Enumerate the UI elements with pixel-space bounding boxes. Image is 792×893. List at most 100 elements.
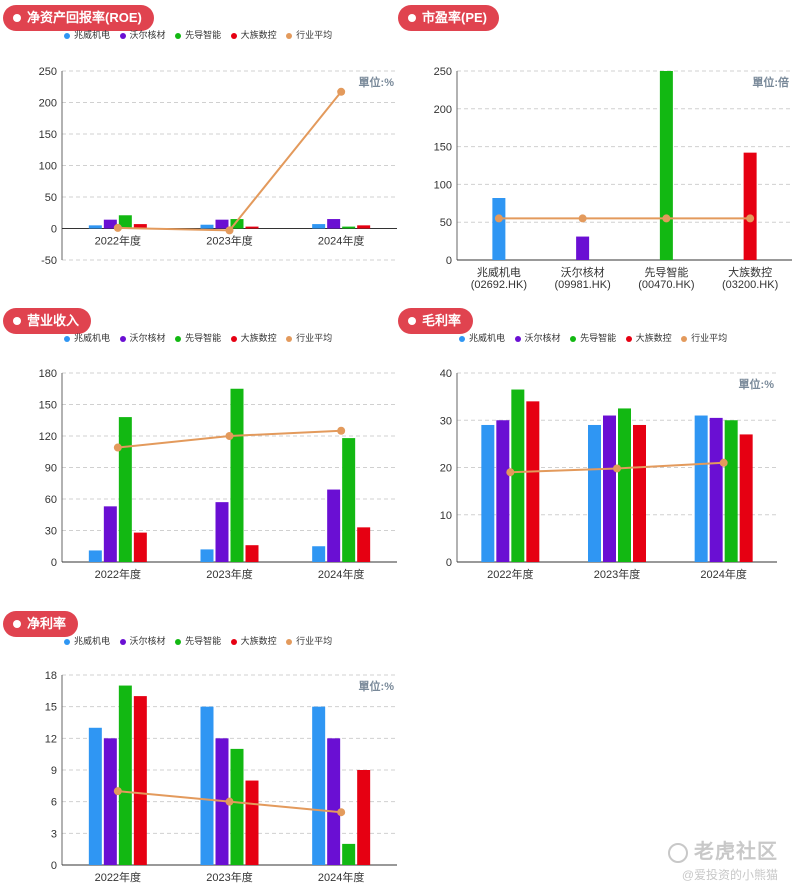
average-point[interactable] — [494, 214, 503, 223]
bar[interactable] — [357, 527, 371, 562]
average-point[interactable] — [225, 432, 234, 440]
bar[interactable] — [133, 224, 147, 229]
bar[interactable] — [215, 219, 229, 229]
bar[interactable] — [133, 696, 147, 865]
bar[interactable] — [215, 502, 229, 562]
legend-item[interactable]: 先导智能 — [570, 331, 616, 344]
bar[interactable] — [245, 545, 259, 562]
average-point[interactable] — [113, 223, 122, 232]
bar[interactable] — [357, 770, 371, 865]
bar[interactable] — [88, 550, 102, 562]
average-point[interactable] — [113, 443, 122, 452]
x-tick-label: 2024年度 — [700, 567, 746, 581]
bar[interactable] — [603, 415, 616, 562]
legend-item[interactable]: 行业平均 — [286, 28, 332, 41]
average-point[interactable] — [337, 426, 346, 435]
legend-item[interactable]: 先导智能 — [175, 28, 221, 41]
legend-label: 先导智能 — [185, 636, 222, 646]
bar[interactable] — [312, 224, 326, 229]
legend-item[interactable]: 兆威机电 — [64, 331, 110, 344]
legend-item[interactable]: 大族数控 — [625, 331, 672, 344]
average-point[interactable] — [225, 226, 234, 235]
bar[interactable] — [312, 546, 326, 562]
bar[interactable] — [230, 219, 244, 229]
bar[interactable] — [743, 152, 757, 260]
average-point[interactable] — [662, 214, 671, 223]
average-point[interactable] — [578, 214, 587, 223]
bar[interactable] — [694, 415, 708, 562]
bar[interactable] — [481, 424, 495, 562]
legend-swatch — [286, 638, 293, 645]
bar[interactable] — [511, 389, 525, 562]
average-point[interactable] — [613, 464, 621, 473]
legend-item[interactable]: 先导智能 — [175, 634, 221, 647]
average-point[interactable] — [506, 468, 515, 477]
bar[interactable] — [327, 489, 341, 562]
legend-item[interactable]: 沃尔核材 — [119, 28, 166, 41]
average-point[interactable] — [719, 458, 728, 467]
bar[interactable] — [200, 549, 214, 562]
bar[interactable] — [342, 226, 356, 229]
bar[interactable] — [739, 434, 753, 562]
bar[interactable] — [327, 738, 341, 865]
average-point[interactable] — [113, 787, 122, 796]
legend-item[interactable]: 大族数控 — [230, 28, 277, 41]
bar[interactable] — [118, 685, 132, 865]
average-point[interactable] — [337, 808, 346, 817]
legend-item[interactable]: 沃尔核材 — [514, 331, 561, 344]
legend-item[interactable]: 兆威机电 — [64, 634, 110, 647]
bar[interactable] — [230, 388, 244, 562]
x-tick-label: 沃尔核材 — [561, 265, 605, 279]
bar[interactable] — [526, 401, 540, 562]
bar[interactable] — [200, 224, 214, 229]
bar[interactable] — [327, 219, 341, 229]
average-point[interactable] — [225, 797, 234, 806]
chart-title: 净利率 — [27, 616, 67, 631]
bar[interactable] — [659, 71, 673, 260]
y-tick-label: 100 — [39, 161, 57, 173]
bar[interactable] — [133, 532, 147, 562]
legend-item[interactable]: 兆威机电 — [64, 28, 110, 41]
x-tick-label: 先导智能 — [644, 265, 688, 279]
bar[interactable] — [200, 706, 214, 865]
bar[interactable] — [342, 843, 356, 865]
bar[interactable] — [576, 236, 590, 260]
bar[interactable] — [103, 738, 117, 865]
bar[interactable] — [618, 408, 631, 562]
bar[interactable] — [88, 225, 102, 229]
bar[interactable] — [357, 225, 371, 229]
legend-item[interactable]: 大族数控 — [230, 331, 277, 344]
x-tick-label: 2023年度 — [206, 234, 252, 248]
legend-label: 沃尔核材 — [129, 636, 166, 646]
bar[interactable] — [118, 215, 132, 229]
legend-item[interactable]: 行业平均 — [286, 634, 332, 647]
legend-item[interactable]: 兆威机电 — [459, 331, 505, 344]
bar[interactable] — [588, 424, 601, 562]
bar[interactable] — [312, 706, 326, 865]
legend-swatch — [175, 335, 182, 342]
bar[interactable] — [709, 417, 723, 562]
watermark: 老虎社区 @爱投资的小熊猫 — [668, 835, 778, 883]
legend-item[interactable]: 先导智能 — [175, 331, 221, 344]
bar[interactable] — [88, 727, 102, 865]
legend-label: 大族数控 — [635, 333, 672, 343]
bar[interactable] — [245, 780, 259, 865]
average-point[interactable] — [337, 87, 346, 96]
legend-item[interactable]: 大族数控 — [230, 634, 277, 647]
bar[interactable] — [103, 506, 117, 562]
chart-title: 毛利率 — [422, 313, 462, 328]
legend-item[interactable]: 沃尔核材 — [119, 331, 166, 344]
bar[interactable] — [230, 748, 244, 865]
legend-item[interactable]: 行业平均 — [286, 331, 332, 344]
bar[interactable] — [724, 420, 738, 562]
bar[interactable] — [633, 424, 646, 562]
bar[interactable] — [245, 226, 259, 229]
bar[interactable] — [103, 219, 117, 229]
bar[interactable] — [342, 438, 356, 562]
bar[interactable] — [492, 198, 506, 260]
bar[interactable] — [118, 417, 132, 562]
bar[interactable] — [496, 420, 510, 562]
legend-item[interactable]: 沃尔核材 — [119, 634, 166, 647]
legend-item[interactable]: 行业平均 — [681, 331, 727, 344]
average-point[interactable] — [746, 214, 755, 223]
